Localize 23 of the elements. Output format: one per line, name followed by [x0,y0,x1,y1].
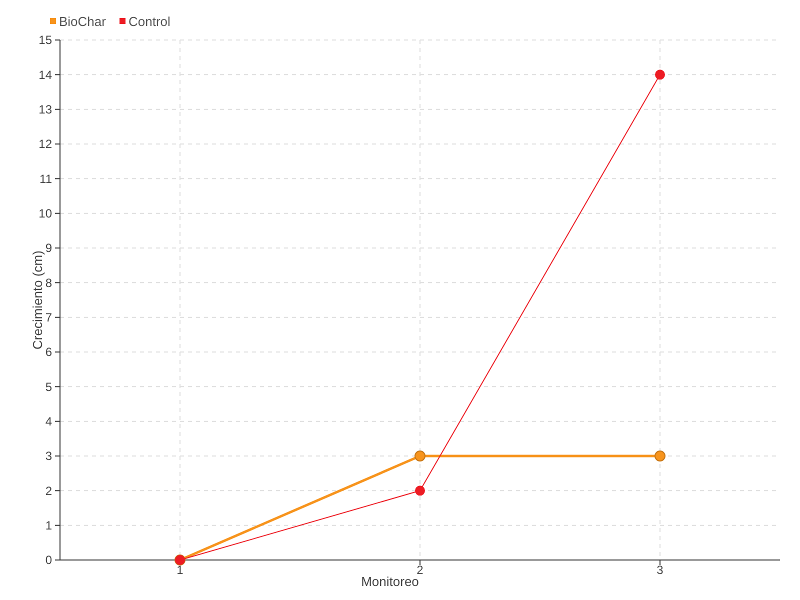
x-axis-title: Monitoreo [361,574,419,589]
y-tick-label: 2 [45,484,52,498]
y-tick-label: 15 [38,33,52,48]
y-tick-label: 14 [38,68,52,82]
legend-label: Control [128,14,171,29]
y-tick-label: 1 [45,518,52,533]
x-tick-label: 1 [176,563,184,577]
y-axis-title: Crecimiento (cm) [30,250,45,350]
x-tick-label: 3 [656,563,664,577]
y-tick-label: 7 [45,310,52,325]
y-tick-label: 0 [45,553,52,568]
y-tick-label: 10 [38,206,52,221]
y-tick-label: 6 [45,345,52,360]
y-tick-label: 12 [38,137,52,152]
y-tick-label: 8 [45,276,52,290]
x-tick-label: 2 [416,563,424,577]
y-tick-label: 11 [40,172,52,186]
y-tick-label: 13 [38,102,52,117]
y-tick-label: 4 [45,414,52,429]
y-tick-label: 9 [45,241,52,256]
y-tick-label: 5 [45,380,52,394]
y-tick-label: 3 [45,449,52,464]
legend-label: BioChar [59,14,107,29]
